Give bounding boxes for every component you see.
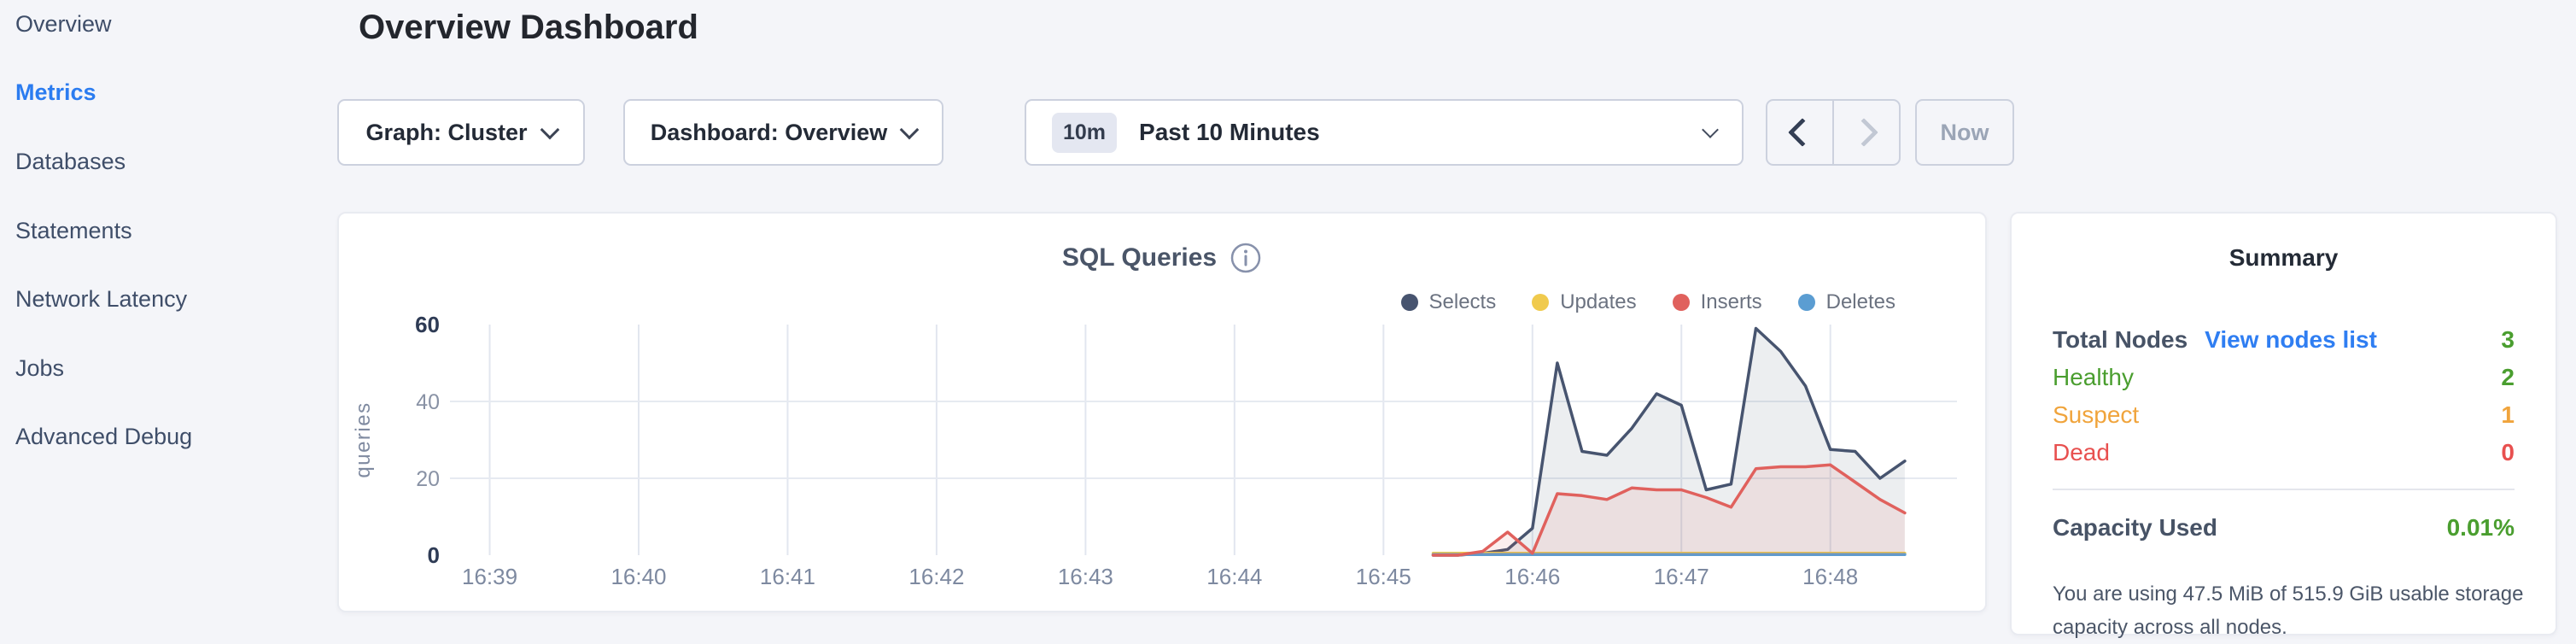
x-tick-label-16:41: 16:41 xyxy=(760,564,815,589)
summary-divider xyxy=(2053,489,2515,490)
chart-title-row: SQL Queries xyxy=(339,242,1985,274)
sql-queries-chart-plot[interactable]: 16:39 16:40 16:41 16:42 16:43 16:44 16:45 16:46… xyxy=(339,214,1989,614)
legend-item-deletes[interactable]: Deletes xyxy=(1797,290,1895,314)
legend-label-selects: Selects xyxy=(1428,290,1497,313)
y-tick-label-40: 40 xyxy=(416,390,440,414)
summary-row-healthy: Healthy 2 xyxy=(2053,359,2515,396)
series-inserts-line xyxy=(1431,463,1907,557)
summary-row-total-nodes: Total Nodes View nodes list 3 xyxy=(2053,321,2515,359)
suspect-nodes-value: 1 xyxy=(2501,401,2515,428)
dashboard-selector-label: Dashboard: Overview xyxy=(650,119,888,145)
series-inserts-area xyxy=(1433,465,1905,555)
view-nodes-list-link[interactable]: View nodes list xyxy=(2205,326,2377,353)
updates-legend-dot-icon xyxy=(1532,294,1550,311)
sidebar-item-metrics[interactable]: Metrics xyxy=(15,79,96,106)
x-tick-label-16:40: 16:40 xyxy=(610,564,666,589)
capacity-used-row: Capacity Used 0.01% xyxy=(2053,514,2515,542)
time-step-button-group xyxy=(1766,99,1901,166)
graph-selector-label: Graph: Cluster xyxy=(365,119,528,145)
legend-item-selects[interactable]: Selects xyxy=(1400,290,1497,314)
now-button-label: Now xyxy=(1940,119,1989,145)
dashboard-selector-dropdown[interactable]: Dashboard: Overview xyxy=(623,99,943,166)
suspect-nodes-label: Suspect xyxy=(2053,401,2140,428)
healthy-nodes-value: 2 xyxy=(2501,364,2515,390)
y-tick-label-20: 20 xyxy=(416,467,440,491)
x-tick-label-16:43: 16:43 xyxy=(1058,564,1113,589)
y-axis-label: queries xyxy=(352,401,375,477)
chevron-down-icon xyxy=(540,120,559,139)
x-tick-label-16:47: 16:47 xyxy=(1654,564,1709,589)
sidebar-item-statements[interactable]: Statements xyxy=(15,217,132,243)
series-selects-area xyxy=(1433,328,1905,555)
total-nodes-value: 3 xyxy=(2501,326,2515,353)
capacity-note: You are using 47.5 MiB of 515.9 GiB usab… xyxy=(2053,583,2524,639)
x-tick-label-16:39: 16:39 xyxy=(462,564,517,589)
page-title: Overview Dashboard xyxy=(359,9,698,46)
chevron-down-icon xyxy=(899,120,920,139)
selects-legend-dot-icon xyxy=(1400,294,1418,311)
summary-title: Summary xyxy=(2228,244,2339,271)
sidebar-item-advanced-debug[interactable]: Advanced Debug xyxy=(15,424,193,450)
legend-label-deletes: Deletes xyxy=(1825,290,1895,313)
legend-label-inserts: Inserts xyxy=(1700,290,1762,313)
x-tick-label-16:48: 16:48 xyxy=(1802,564,1858,589)
sql-queries-chart-card: SQL Queries Selects Updates Inserts Deletes… xyxy=(337,212,1987,612)
summary-row-dead: Dead 0 xyxy=(2053,434,2515,471)
sidebar-item-network-latency[interactable]: Network Latency xyxy=(15,286,188,313)
legend-item-updates[interactable]: Updates xyxy=(1532,290,1637,314)
summary-row-suspect: Suspect 1 xyxy=(2053,396,2515,434)
sidebar-item-overview[interactable]: Overview xyxy=(15,10,112,37)
x-tick-label-16:42: 16:42 xyxy=(908,564,964,589)
chevron-right-icon xyxy=(1849,118,1878,147)
chevron-down-icon xyxy=(1702,120,1719,138)
now-button[interactable]: Now xyxy=(1915,99,2014,166)
deletes-legend-dot-icon xyxy=(1797,294,1815,311)
time-range-dropdown[interactable]: 10m Past 10 Minutes xyxy=(1025,99,1744,166)
graph-selector-dropdown[interactable]: Graph: Cluster xyxy=(337,99,585,166)
y-tick-label-0: 0 xyxy=(428,542,440,568)
legend-item-inserts[interactable]: Inserts xyxy=(1672,290,1762,314)
time-step-back-button[interactable] xyxy=(1767,101,1834,164)
chevron-left-icon xyxy=(1788,118,1817,147)
dead-nodes-value: 0 xyxy=(2501,439,2515,465)
inserts-legend-dot-icon xyxy=(1672,294,1690,311)
sidebar-item-jobs[interactable]: Jobs xyxy=(15,354,65,381)
chart-title: SQL Queries xyxy=(1061,243,1218,272)
summary-panel: Summary Total Nodes View nodes list 3 Healt… xyxy=(2010,212,2557,639)
capacity-used-label: Capacity Used xyxy=(2053,514,2217,541)
y-tick-label-60: 60 xyxy=(415,312,440,337)
time-step-forward-button[interactable] xyxy=(1834,101,1899,164)
dead-nodes-label: Dead xyxy=(2053,439,2110,465)
total-nodes-label: Total Nodes xyxy=(2053,326,2188,353)
series-selects-line xyxy=(1431,326,1907,557)
healthy-nodes-label: Healthy xyxy=(2053,364,2134,390)
time-range-label: Past 10 Minutes xyxy=(1139,119,1320,145)
x-tick-label-16:46: 16:46 xyxy=(1504,564,1560,589)
time-range-badge: 10m xyxy=(1052,112,1118,153)
x-tick-label-16:45: 16:45 xyxy=(1356,564,1411,589)
sidebar-item-databases[interactable]: Databases xyxy=(15,148,126,174)
chart-legend: Selects Updates Inserts Deletes xyxy=(1400,290,1895,314)
capacity-used-value: 0.01% xyxy=(2446,514,2515,541)
legend-label-updates: Updates xyxy=(1560,290,1637,313)
x-tick-label-16:44: 16:44 xyxy=(1206,564,1262,589)
node-status-rows: Total Nodes View nodes list 3 Healthy 2 Suspe… xyxy=(2053,321,2515,471)
info-icon[interactable] xyxy=(1230,242,1262,274)
